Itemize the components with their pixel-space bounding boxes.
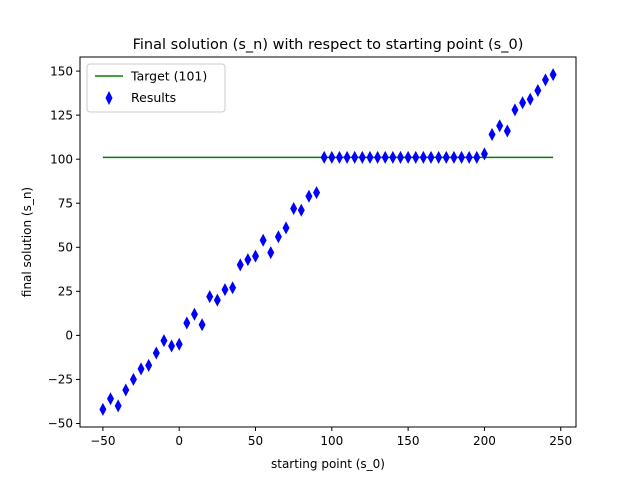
data-point	[519, 96, 527, 110]
data-point	[511, 103, 519, 117]
data-point	[175, 337, 183, 351]
plot-area	[80, 57, 576, 427]
data-point	[152, 346, 160, 360]
data-point	[198, 318, 206, 332]
data-point	[358, 150, 366, 164]
x-tick-label: 150	[397, 434, 420, 448]
data-point	[259, 233, 267, 247]
y-axis: −50 −25 0 25 50 75 100 125 150	[48, 64, 80, 431]
data-point	[427, 150, 435, 164]
data-point	[290, 202, 298, 216]
data-point	[419, 150, 427, 164]
data-point	[534, 83, 542, 97]
y-tick-label: −25	[48, 373, 73, 387]
data-point	[236, 258, 244, 272]
data-point	[213, 293, 221, 307]
data-point	[381, 150, 389, 164]
legend-results-label: Results	[131, 90, 176, 105]
x-tick-label: 250	[549, 434, 572, 448]
y-tick-label: −50	[48, 417, 73, 431]
data-point	[145, 358, 153, 372]
y-tick-label: 25	[58, 285, 73, 299]
x-tick-label: 50	[248, 434, 263, 448]
data-point	[206, 290, 214, 304]
data-point	[526, 92, 534, 106]
plot-frame	[79, 56, 577, 428]
data-point	[442, 150, 450, 164]
y-tick-label: 50	[58, 240, 73, 254]
x-tick-label: 200	[473, 434, 496, 448]
data-point	[183, 316, 191, 330]
data-point	[221, 283, 229, 297]
data-point	[396, 150, 404, 164]
data-point	[122, 383, 130, 397]
data-point	[137, 362, 145, 376]
data-point	[320, 150, 328, 164]
data-point	[480, 147, 488, 161]
data-point	[335, 150, 343, 164]
data-point	[305, 189, 313, 203]
y-tick-label: 150	[50, 64, 73, 78]
legend-results-swatch	[105, 91, 113, 105]
data-point	[267, 246, 275, 260]
y-axis-title: final solution (s_n)	[20, 187, 34, 297]
x-axis: −50 0 50 100 150 200 250	[90, 427, 572, 448]
data-point	[473, 150, 481, 164]
data-point	[465, 150, 473, 164]
data-point	[549, 68, 557, 82]
data-point	[404, 150, 412, 164]
data-point	[328, 150, 336, 164]
data-point	[374, 150, 382, 164]
y-tick-label: 100	[50, 152, 73, 166]
x-tick-label: −50	[90, 434, 115, 448]
x-tick-label: 0	[175, 434, 183, 448]
chart-title: Final solution (s_n) with respect to sta…	[133, 37, 524, 53]
y-tick-label: 0	[65, 329, 73, 343]
data-point	[450, 150, 458, 164]
data-point	[114, 399, 122, 413]
y-tick-label: 125	[50, 108, 73, 122]
data-point	[244, 253, 252, 267]
data-point	[389, 150, 397, 164]
data-point	[343, 150, 351, 164]
data-point	[366, 150, 374, 164]
data-point	[229, 281, 237, 295]
data-point	[252, 249, 260, 263]
x-tick-label: 100	[320, 434, 343, 448]
data-point	[99, 402, 107, 416]
data-point	[129, 372, 137, 386]
data-point	[282, 221, 290, 235]
data-point	[458, 150, 466, 164]
data-point	[274, 230, 282, 244]
points-layer	[99, 68, 557, 416]
legend: Target (101) Results	[86, 63, 226, 113]
data-point	[160, 334, 168, 348]
data-point	[351, 150, 359, 164]
data-point	[412, 150, 420, 164]
data-point	[541, 73, 549, 87]
data-point	[313, 186, 321, 200]
data-point	[496, 119, 504, 133]
data-point	[503, 124, 511, 138]
data-point	[107, 392, 115, 406]
x-axis-title: starting point (s_0)	[271, 457, 385, 471]
data-point	[297, 203, 305, 217]
legend-target-label: Target (101)	[130, 69, 207, 84]
data-point	[168, 339, 176, 353]
y-tick-label: 75	[58, 196, 73, 210]
data-point	[190, 307, 198, 321]
data-point	[488, 128, 496, 142]
data-point	[435, 150, 443, 164]
